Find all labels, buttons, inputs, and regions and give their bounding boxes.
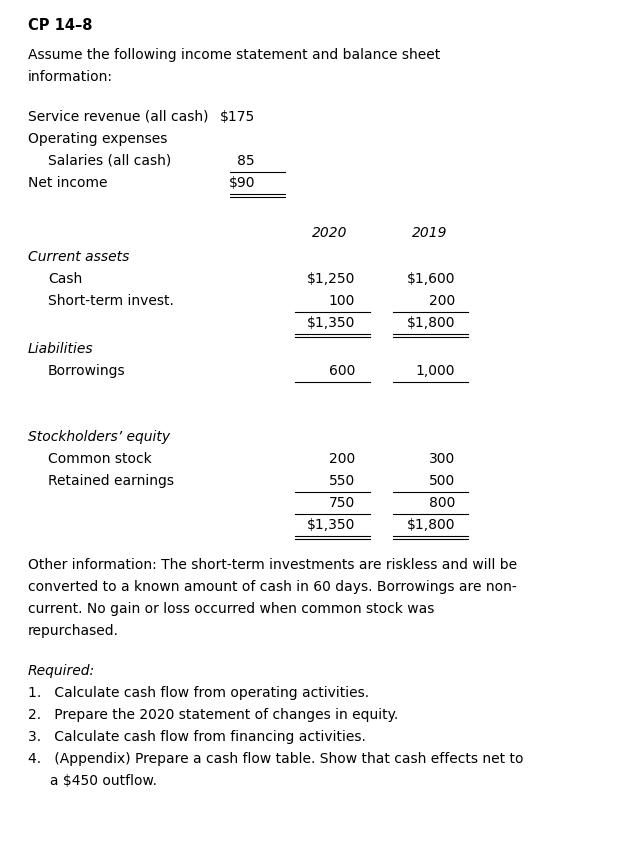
Text: Operating expenses: Operating expenses (28, 132, 167, 146)
Text: current. No gain or loss occurred when common stock was: current. No gain or loss occurred when c… (28, 602, 434, 616)
Text: 500: 500 (429, 474, 455, 488)
Text: Other information: The short-term investments are riskless and will be: Other information: The short-term invest… (28, 558, 517, 572)
Text: Borrowings: Borrowings (48, 364, 126, 378)
Text: 300: 300 (429, 452, 455, 466)
Text: $90: $90 (228, 176, 255, 190)
Text: Stockholders’ equity: Stockholders’ equity (28, 430, 170, 444)
Text: 750: 750 (329, 496, 355, 510)
Text: converted to a known amount of cash in 60 days. Borrowings are non-: converted to a known amount of cash in 6… (28, 580, 517, 594)
Text: $1,350: $1,350 (307, 316, 355, 330)
Text: Liabilities: Liabilities (28, 342, 94, 356)
Text: Service revenue (all cash): Service revenue (all cash) (28, 110, 208, 124)
Text: Current assets: Current assets (28, 250, 129, 264)
Text: 4.   (Appendix) Prepare a cash flow table. Show that cash effects net to: 4. (Appendix) Prepare a cash flow table.… (28, 752, 524, 766)
Text: 600: 600 (328, 364, 355, 378)
Text: 200: 200 (429, 294, 455, 308)
Text: Required:: Required: (28, 664, 95, 678)
Text: $1,800: $1,800 (407, 316, 455, 330)
Text: Retained earnings: Retained earnings (48, 474, 174, 488)
Text: a $450 outflow.: a $450 outflow. (28, 774, 157, 788)
Text: $175: $175 (220, 110, 255, 124)
Text: 3.   Calculate cash flow from financing activities.: 3. Calculate cash flow from financing ac… (28, 730, 366, 744)
Text: information:: information: (28, 70, 113, 84)
Text: $1,350: $1,350 (307, 518, 355, 532)
Text: 2020: 2020 (312, 226, 348, 240)
Text: 1.   Calculate cash flow from operating activities.: 1. Calculate cash flow from operating ac… (28, 686, 369, 700)
Text: $1,600: $1,600 (407, 272, 455, 286)
Text: 1,000: 1,000 (415, 364, 455, 378)
Text: 85: 85 (238, 154, 255, 168)
Text: Salaries (all cash): Salaries (all cash) (48, 154, 171, 168)
Text: $1,800: $1,800 (407, 518, 455, 532)
Text: 2.   Prepare the 2020 statement of changes in equity.: 2. Prepare the 2020 statement of changes… (28, 708, 398, 722)
Text: Net income: Net income (28, 176, 108, 190)
Text: Short-term invest.: Short-term invest. (48, 294, 174, 308)
Text: Cash: Cash (48, 272, 82, 286)
Text: CP 14–8: CP 14–8 (28, 18, 93, 33)
Text: Assume the following income statement and balance sheet: Assume the following income statement an… (28, 48, 440, 62)
Text: repurchased.: repurchased. (28, 624, 119, 638)
Text: 200: 200 (329, 452, 355, 466)
Text: 100: 100 (328, 294, 355, 308)
Text: 2019: 2019 (412, 226, 448, 240)
Text: 550: 550 (329, 474, 355, 488)
Text: 800: 800 (429, 496, 455, 510)
Text: $1,250: $1,250 (307, 272, 355, 286)
Text: Common stock: Common stock (48, 452, 152, 466)
